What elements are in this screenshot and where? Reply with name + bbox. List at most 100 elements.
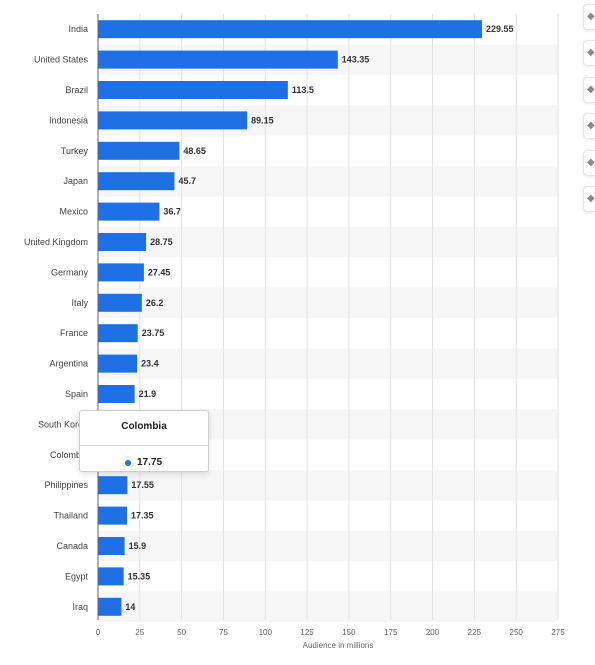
category-label: Canada bbox=[56, 541, 88, 551]
x-tick-label: 100 bbox=[259, 628, 273, 637]
x-tick-label: 150 bbox=[342, 628, 356, 637]
bar-chart: India United States Brazil Indonesia Turkey J… bbox=[24, 14, 565, 650]
category-label: France bbox=[60, 328, 88, 338]
category-label: United States bbox=[34, 55, 89, 65]
category-label: Brazil bbox=[65, 85, 88, 95]
bar[interactable] bbox=[98, 172, 175, 191]
row-band bbox=[98, 348, 558, 379]
bar[interactable] bbox=[98, 324, 138, 343]
bar[interactable] bbox=[98, 202, 160, 221]
x-tick-label: 25 bbox=[135, 628, 144, 637]
bar[interactable] bbox=[98, 233, 147, 251]
value-labels: 229.55 143.35 113.5 89.15 48.65 45.7 36.7 28.75… bbox=[125, 24, 513, 612]
category-label: Italy bbox=[71, 298, 88, 308]
toolbar-button-3[interactable]: ◆ bbox=[583, 77, 595, 103]
value-label: 14 bbox=[125, 602, 135, 612]
value-label: 229.55 bbox=[486, 24, 514, 34]
value-label: 36.7 bbox=[163, 207, 181, 217]
value-label: 113.5 bbox=[292, 85, 314, 95]
value-label: 26.2 bbox=[146, 298, 164, 308]
category-label: Egypt bbox=[65, 571, 89, 581]
bar[interactable] bbox=[98, 263, 144, 282]
tool-4-icon: ◆ bbox=[587, 120, 595, 131]
value-label: 15.9 bbox=[129, 541, 147, 551]
tooltip-value-row: 17.75 bbox=[125, 457, 162, 468]
row-band bbox=[98, 166, 558, 197]
row-band bbox=[98, 591, 558, 622]
bar[interactable] bbox=[98, 506, 128, 525]
value-label: 23.75 bbox=[142, 328, 165, 338]
category-label: Argentina bbox=[49, 359, 88, 369]
row-band bbox=[98, 530, 558, 562]
value-label: 89.15 bbox=[251, 115, 274, 125]
x-tick-label: 200 bbox=[426, 628, 440, 637]
bar[interactable] bbox=[98, 537, 125, 555]
x-axis-title: Audience in millions bbox=[303, 641, 374, 650]
category-label: Indonesia bbox=[49, 115, 88, 125]
x-tick-label: 50 bbox=[177, 628, 186, 637]
toolbar-button-4[interactable]: ◆ bbox=[583, 113, 595, 139]
value-label: 23.4 bbox=[141, 359, 159, 369]
category-label: Japan bbox=[63, 176, 88, 186]
series-dot-icon bbox=[125, 459, 131, 466]
category-label: Colombia bbox=[50, 450, 88, 460]
bar[interactable] bbox=[98, 597, 122, 616]
value-label: 28.75 bbox=[150, 237, 173, 247]
row-bands bbox=[98, 44, 558, 622]
bar[interactable] bbox=[98, 293, 142, 312]
x-tick-label: 125 bbox=[300, 628, 314, 637]
value-label: 17.35 bbox=[131, 511, 154, 521]
category-label: Thailand bbox=[53, 511, 88, 521]
category-labels: India United States Brazil Indonesia Turkey J… bbox=[24, 24, 89, 612]
bar[interactable] bbox=[98, 50, 338, 69]
bar[interactable] bbox=[98, 567, 124, 586]
row-band bbox=[98, 226, 558, 258]
tooltip-value: 17.75 bbox=[137, 457, 163, 468]
category-label: South Korea bbox=[38, 419, 88, 429]
category-label: Philippines bbox=[44, 480, 88, 490]
value-label: 17.55 bbox=[131, 480, 154, 490]
bar[interactable] bbox=[98, 20, 482, 39]
toolbar-button-5[interactable]: ◆ bbox=[583, 150, 595, 176]
category-label: Mexico bbox=[59, 207, 88, 217]
bar[interactable] bbox=[98, 354, 138, 373]
x-tick-label: 225 bbox=[468, 628, 482, 637]
toolbar-button-1[interactable]: ◆ bbox=[583, 4, 595, 30]
x-tick-label: 250 bbox=[510, 628, 524, 637]
toolbar-button-2[interactable]: ◆ bbox=[583, 40, 595, 66]
value-label: 48.65 bbox=[183, 146, 206, 156]
x-tick-label: 275 bbox=[551, 628, 565, 637]
x-axis-ticks: 0 25 50 75 100 125 150 175 200 225 250 275 bbox=[96, 628, 565, 637]
row-band bbox=[98, 287, 558, 318]
category-label: Iraq bbox=[72, 602, 88, 612]
tool-1-icon: ◆ bbox=[587, 11, 595, 22]
tooltip-divider bbox=[80, 445, 208, 446]
tooltip-title: Colombia bbox=[121, 421, 167, 432]
category-label: United Kingdom bbox=[24, 237, 88, 247]
value-label: 143.35 bbox=[342, 55, 370, 65]
x-tick-label: 0 bbox=[96, 628, 101, 637]
value-label: 21.9 bbox=[139, 389, 157, 399]
value-label: 45.7 bbox=[178, 176, 196, 186]
category-label: Spain bbox=[65, 389, 88, 399]
grid-lines bbox=[139, 14, 559, 620]
bar[interactable] bbox=[98, 111, 248, 130]
bar[interactable] bbox=[98, 81, 288, 99]
tool-3-icon: ◆ bbox=[587, 84, 595, 95]
bar[interactable] bbox=[98, 385, 135, 403]
bar[interactable] bbox=[98, 476, 128, 495]
tool-5-icon: ◆ bbox=[587, 157, 595, 168]
tool-6-icon: ◆ bbox=[587, 193, 595, 204]
tool-2-icon: ◆ bbox=[587, 47, 595, 58]
data-tooltip: Colombia 17.75 bbox=[79, 410, 209, 472]
category-label: India bbox=[68, 24, 88, 34]
row-band bbox=[98, 470, 558, 501]
value-label: 27.45 bbox=[148, 267, 171, 277]
x-tick-label: 175 bbox=[384, 628, 398, 637]
value-label: 15.35 bbox=[128, 571, 151, 581]
category-label: Turkey bbox=[61, 146, 89, 156]
toolbar-button-6[interactable]: ◆ bbox=[583, 186, 595, 212]
bar[interactable] bbox=[98, 141, 180, 160]
category-label: Germany bbox=[51, 267, 89, 277]
